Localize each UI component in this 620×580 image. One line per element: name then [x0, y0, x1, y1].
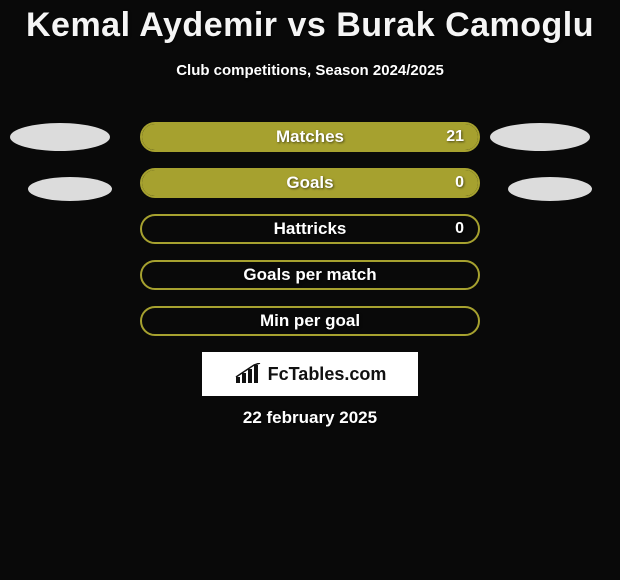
stat-bar-row: Goals per match [140, 260, 480, 290]
side-ellipse [490, 123, 590, 151]
subtitle-text: Club competitions, Season 2024/2025 [176, 62, 444, 79]
stat-bar-label: Min per goal [142, 311, 478, 331]
stat-bar-row: Goals0 [140, 168, 480, 198]
brand-box: FcTables.com [202, 352, 418, 396]
stat-bar-row: Hattricks0 [140, 214, 480, 244]
page-title: Kemal Aydemir vs Burak Camoglu [0, 6, 620, 45]
stat-bar-label: Goals [142, 173, 478, 193]
side-ellipse [28, 177, 112, 201]
subtitle: Club competitions, Season 2024/2025 [0, 62, 620, 79]
date-label: 22 february 2025 [0, 408, 620, 428]
side-ellipse [10, 123, 110, 151]
player-a-name: Kemal Aydemir [26, 6, 278, 44]
vs-text: vs [287, 6, 326, 44]
stat-bar-label: Goals per match [142, 265, 478, 285]
brand-text: FcTables.com [268, 364, 387, 385]
stat-bar-label: Hattricks [142, 219, 478, 239]
player-b-name: Burak Camoglu [336, 6, 594, 44]
stat-bar-value: 0 [455, 174, 464, 192]
stat-bar-value: 0 [455, 220, 464, 238]
stat-bar-value: 21 [446, 128, 464, 146]
stat-bar-label: Matches [142, 127, 478, 147]
date-text: 22 february 2025 [243, 408, 377, 427]
brand-chart-icon [234, 363, 262, 385]
side-ellipse [508, 177, 592, 201]
stat-bar-row: Min per goal [140, 306, 480, 336]
stat-bar-row: Matches21 [140, 122, 480, 152]
